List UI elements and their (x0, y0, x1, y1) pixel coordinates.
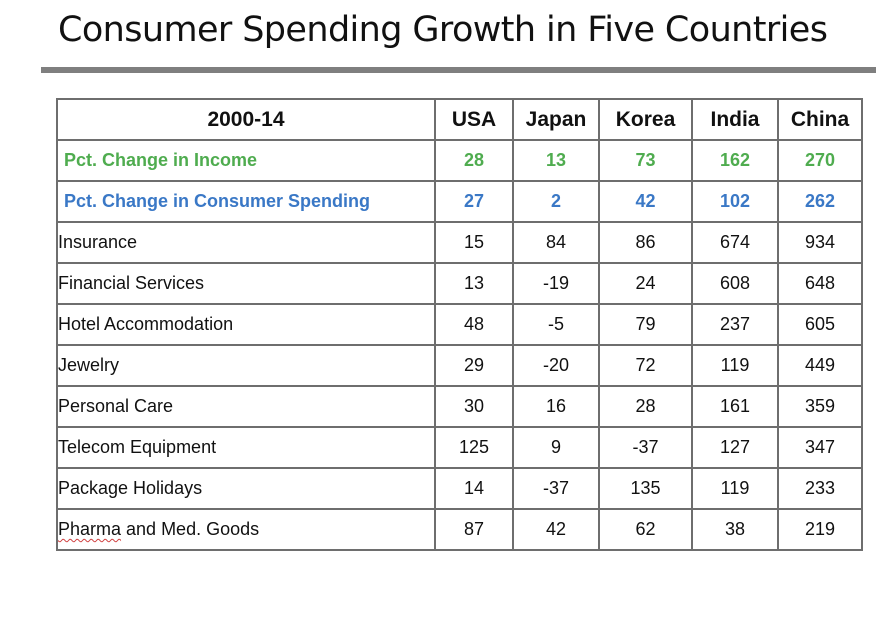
column-header-india: India (691, 98, 779, 141)
value-cell-china: 359 (777, 385, 863, 428)
value-cell-china: 934 (777, 221, 863, 264)
value-cell-usa: 27 (434, 180, 514, 223)
column-header-usa: USA (434, 98, 514, 141)
value-cell-usa: 87 (434, 508, 514, 551)
value-cell-usa: 13 (434, 262, 514, 305)
value-cell-korea: 79 (598, 303, 693, 346)
row-label: Hotel Accommodation (56, 303, 436, 346)
table-row: Insurance 15 84 86 674 934 (56, 221, 863, 264)
value-cell-india: 119 (691, 344, 779, 387)
row-label: Insurance (56, 221, 436, 264)
value-cell-india: 237 (691, 303, 779, 346)
value-cell-usa: 15 (434, 221, 514, 264)
value-cell-usa: 28 (434, 139, 514, 182)
spellcheck-underline: Pharma (58, 519, 122, 539)
value-cell-india: 127 (691, 426, 779, 469)
value-cell-china: 219 (777, 508, 863, 551)
value-cell-china: 648 (777, 262, 863, 305)
value-cell-usa: 30 (434, 385, 514, 428)
column-header-korea: Korea (598, 98, 693, 141)
value-cell-india: 38 (691, 508, 779, 551)
row-label: Jewelry (56, 344, 436, 387)
value-cell-korea: 135 (598, 467, 693, 510)
value-cell-japan: 9 (512, 426, 600, 469)
table-row: Hotel Accommodation 48 -5 79 237 605 (56, 303, 863, 346)
table-row: Financial Services 13 -19 24 608 648 (56, 262, 863, 305)
value-cell-usa: 14 (434, 467, 514, 510)
row-label: Telecom Equipment (56, 426, 436, 469)
row-label: Financial Services (56, 262, 436, 305)
value-cell-india: 161 (691, 385, 779, 428)
value-cell-india: 102 (691, 180, 779, 223)
table-row: Jewelry 29 -20 72 119 449 (56, 344, 863, 387)
value-cell-korea: 73 (598, 139, 693, 182)
value-cell-china: 605 (777, 303, 863, 346)
column-header-japan: Japan (512, 98, 600, 141)
value-cell-japan: -5 (512, 303, 600, 346)
value-cell-india: 162 (691, 139, 779, 182)
row-label: Personal Care (56, 385, 436, 428)
row-label-rest: and Med. Goods (121, 519, 260, 539)
row-label: Package Holidays (56, 467, 436, 510)
value-cell-korea: 72 (598, 344, 693, 387)
header-row: 2000-14 USA Japan Korea India China (56, 98, 863, 141)
summary-row-spending: Pct. Change in Consumer Spending 27 2 42 102… (56, 180, 863, 223)
row-label: Pct. Change in Income (56, 139, 436, 182)
value-cell-india: 608 (691, 262, 779, 305)
summary-row-income: Pct. Change in Income 28 13 73 162 270 (56, 139, 863, 182)
value-cell-india: 119 (691, 467, 779, 510)
value-cell-japan: 42 (512, 508, 600, 551)
value-cell-china: 347 (777, 426, 863, 469)
title-divider (41, 67, 876, 73)
value-cell-korea: 86 (598, 221, 693, 264)
value-cell-japan: 84 (512, 221, 600, 264)
value-cell-japan: -19 (512, 262, 600, 305)
value-cell-japan: 2 (512, 180, 600, 223)
value-cell-korea: 24 (598, 262, 693, 305)
value-cell-korea: 42 (598, 180, 693, 223)
value-cell-china: 270 (777, 139, 863, 182)
period-header: 2000-14 (56, 98, 436, 141)
value-cell-korea: 28 (598, 385, 693, 428)
slide-title: Consumer Spending Growth in Five Countri… (58, 10, 828, 50)
spending-growth-table: 2000-14 USA Japan Korea India China Pct.… (56, 98, 863, 551)
value-cell-usa: 125 (434, 426, 514, 469)
row-label: Pct. Change in Consumer Spending (56, 180, 436, 223)
row-label: Pharma and Med. Goods (56, 508, 436, 551)
value-cell-korea: -37 (598, 426, 693, 469)
value-cell-china: 233 (777, 467, 863, 510)
value-cell-usa: 29 (434, 344, 514, 387)
value-cell-japan: -20 (512, 344, 600, 387)
value-cell-india: 674 (691, 221, 779, 264)
table-row: Telecom Equipment 125 9 -37 127 347 (56, 426, 863, 469)
table-row: Pharma and Med. Goods 87 42 62 38 219 (56, 508, 863, 551)
column-header-china: China (777, 98, 863, 141)
value-cell-japan: 13 (512, 139, 600, 182)
value-cell-japan: 16 (512, 385, 600, 428)
value-cell-usa: 48 (434, 303, 514, 346)
value-cell-china: 262 (777, 180, 863, 223)
value-cell-japan: -37 (512, 467, 600, 510)
table-row: Personal Care 30 16 28 161 359 (56, 385, 863, 428)
value-cell-china: 449 (777, 344, 863, 387)
value-cell-korea: 62 (598, 508, 693, 551)
table-row: Package Holidays 14 -37 135 119 233 (56, 467, 863, 510)
